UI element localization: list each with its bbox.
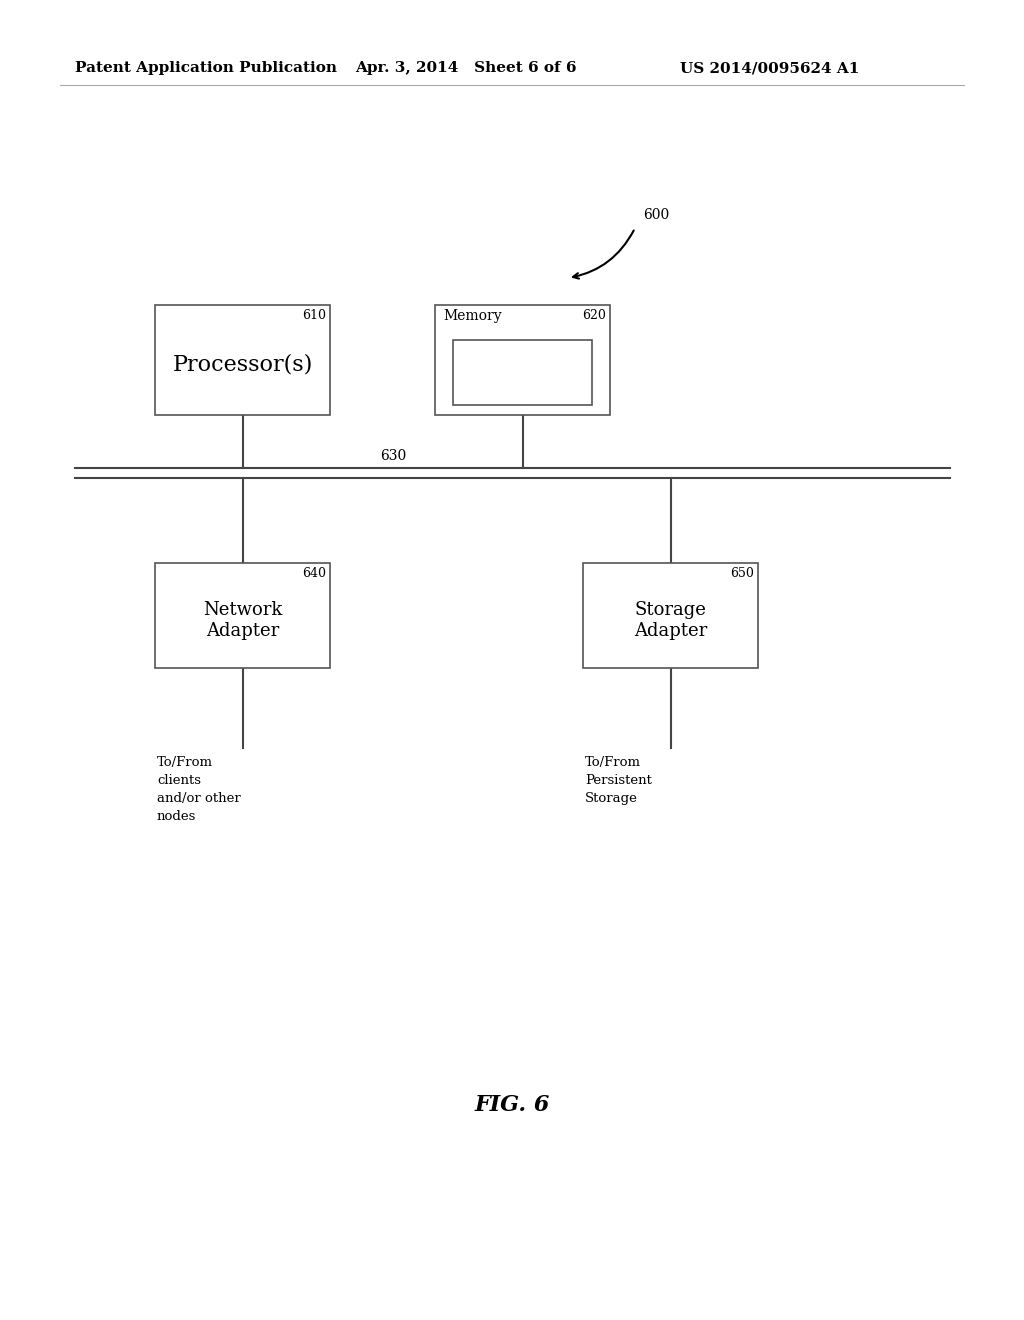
Bar (155, 305, 330, 414)
Text: Network
Adapter: Network Adapter (203, 601, 283, 640)
Text: Apr. 3, 2014   Sheet 6 of 6: Apr. 3, 2014 Sheet 6 of 6 (355, 61, 577, 75)
Text: Patent Application Publication: Patent Application Publication (75, 61, 337, 75)
Text: FIG. 6: FIG. 6 (474, 1094, 550, 1115)
Text: 610: 610 (302, 309, 326, 322)
Text: US 2014/0095624 A1: US 2014/0095624 A1 (680, 61, 859, 75)
Text: To/From
Persistent
Storage: To/From Persistent Storage (585, 756, 652, 805)
Text: 600: 600 (643, 209, 670, 222)
Text: Storage
Adapter: Storage Adapter (634, 601, 708, 640)
Bar (155, 564, 330, 668)
Text: 650: 650 (730, 568, 754, 579)
Text: Processor(s): Processor(s) (172, 354, 312, 376)
Text: 630: 630 (380, 449, 407, 463)
Text: 640: 640 (302, 568, 326, 579)
Text: Code 670: Code 670 (485, 366, 559, 380)
Bar (435, 305, 610, 414)
Bar (583, 564, 758, 668)
Bar (453, 341, 592, 405)
Text: To/From
clients
and/or other
nodes: To/From clients and/or other nodes (157, 756, 241, 822)
Text: Memory: Memory (443, 309, 502, 323)
Text: 620: 620 (582, 309, 606, 322)
